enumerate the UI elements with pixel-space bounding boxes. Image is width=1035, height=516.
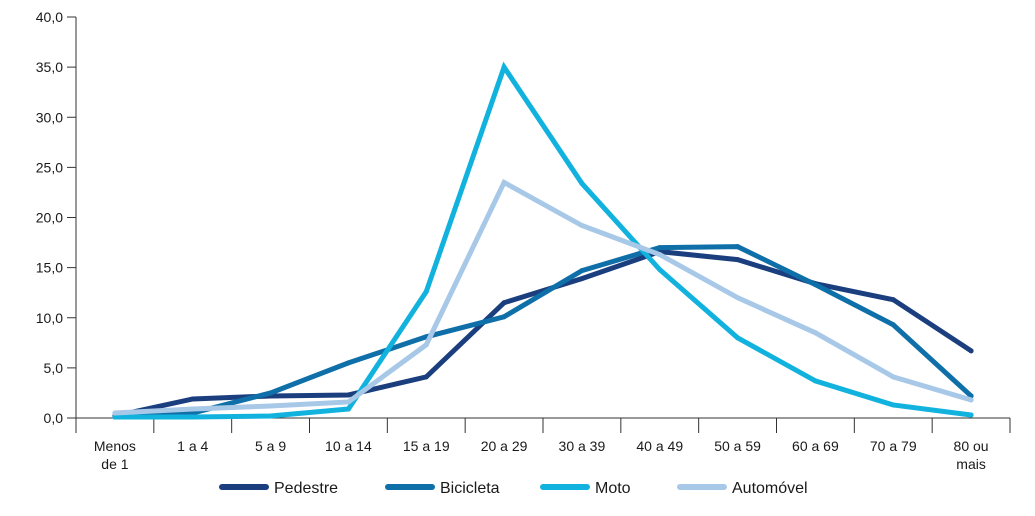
- x-tick-label: 60 a 69: [792, 438, 839, 454]
- data-point: [657, 245, 663, 251]
- data-point: [345, 360, 351, 366]
- data-point: [345, 399, 351, 405]
- data-point: [812, 282, 818, 288]
- data-point: [112, 410, 118, 416]
- y-tick-label: 30,0: [36, 109, 63, 125]
- x-tick-label: 30 a 39: [559, 438, 606, 454]
- series-line-bicicleta: [112, 244, 974, 420]
- x-tick-label: 80 ou mais: [954, 438, 989, 472]
- y-tick-label: 20,0: [36, 210, 63, 226]
- x-tick-label: Menos de 1: [94, 438, 136, 472]
- data-point: [501, 300, 507, 306]
- y-tick-label: 10,0: [36, 310, 63, 326]
- legend-item: Pedestre: [219, 480, 338, 497]
- data-point: [735, 257, 741, 263]
- data-point: [657, 267, 663, 273]
- series-lines: [112, 61, 974, 420]
- data-point: [657, 252, 663, 258]
- data-point: [890, 322, 896, 328]
- data-point: [579, 276, 585, 282]
- data-point: [190, 410, 196, 416]
- x-tick-label: 70 a 79: [870, 438, 917, 454]
- data-point: [968, 397, 974, 403]
- data-point: [579, 268, 585, 274]
- legend-label: Pedestre: [274, 480, 338, 497]
- x-tick-label: 1 a 4: [177, 438, 208, 454]
- data-point: [501, 179, 507, 185]
- data-point: [812, 330, 818, 336]
- legend-item: Moto: [540, 480, 631, 497]
- data-point: [812, 378, 818, 384]
- x-tick-label: 20 a 29: [481, 438, 528, 454]
- data-point: [968, 412, 974, 418]
- data-point: [579, 223, 585, 229]
- data-point: [423, 374, 429, 380]
- x-tick-label: 50 a 59: [714, 438, 761, 454]
- legend-item: Bicicleta: [385, 480, 500, 497]
- x-tick-label: 5 a 9: [255, 438, 286, 454]
- data-point: [268, 403, 274, 409]
- y-axis: 0,0 5,0 10,0 15,0 20,0 25,0 30,0 35,0 40,0: [36, 9, 77, 426]
- data-point: [579, 180, 585, 186]
- legend-label: Moto: [595, 480, 631, 497]
- data-point: [735, 335, 741, 341]
- data-point: [501, 64, 507, 70]
- data-point: [423, 342, 429, 348]
- y-tick-label: 5,0: [44, 360, 64, 376]
- data-point: [890, 297, 896, 303]
- y-tick-label: 0,0: [44, 410, 64, 426]
- data-point: [345, 406, 351, 412]
- data-point: [190, 406, 196, 412]
- series-line-moto: [112, 61, 974, 420]
- data-point: [735, 244, 741, 250]
- x-tick-label: 15 a 19: [403, 438, 450, 454]
- data-point: [735, 295, 741, 301]
- y-tick-label: 40,0: [36, 9, 63, 25]
- data-point: [268, 390, 274, 396]
- x-axis: Menos de 1 1 a 4 5 a 9 10 a 14 15 a 19 20 a 29…: [75, 417, 1011, 472]
- legend-label: Automóvel: [732, 480, 808, 497]
- data-point: [190, 396, 196, 402]
- data-point: [345, 392, 351, 398]
- series-line-automóvel: [112, 178, 974, 416]
- data-point: [501, 314, 507, 320]
- y-tick-label: 25,0: [36, 159, 63, 175]
- data-point: [190, 414, 196, 420]
- legend-item: Automóvel: [677, 480, 808, 497]
- data-point: [890, 374, 896, 380]
- data-point: [268, 413, 274, 419]
- y-tick-label: 15,0: [36, 260, 63, 276]
- legend: Pedestre Bicicleta Moto Automóvel: [219, 480, 808, 497]
- x-tick-label: 10 a 14: [325, 438, 372, 454]
- y-tick-label: 35,0: [36, 59, 63, 75]
- data-point: [890, 402, 896, 408]
- x-tick-label: 40 a 49: [636, 438, 683, 454]
- data-point: [112, 414, 118, 420]
- data-point: [423, 289, 429, 295]
- data-point: [968, 348, 974, 354]
- legend-label: Bicicleta: [440, 480, 500, 497]
